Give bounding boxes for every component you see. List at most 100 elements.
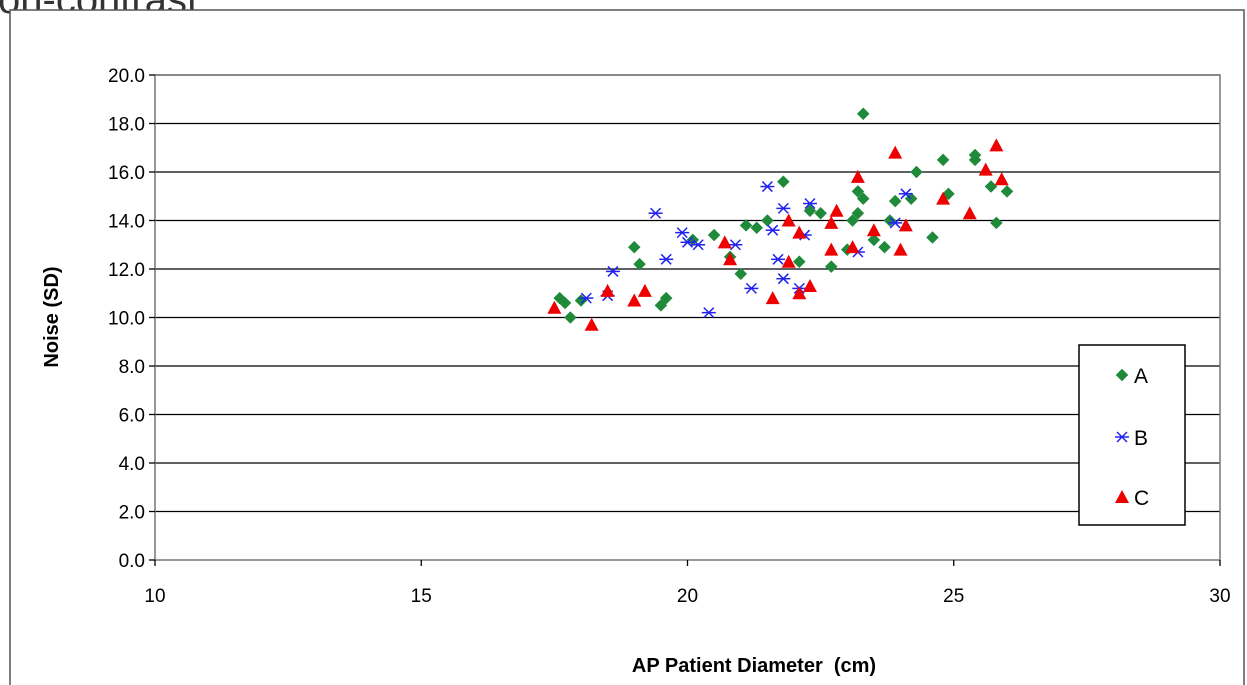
data-point-c: [962, 206, 977, 220]
y-axis-title: Noise (SD): [41, 266, 63, 367]
y-axis-ticks: 0.0 2.0 4.0 6.0 8.0 10.0 12.0 14.0 16.0 18.0 20.0: [108, 66, 155, 572]
data-point-a: [803, 204, 817, 218]
data-point-c: [824, 215, 839, 229]
x-tick-label: 15: [411, 586, 432, 607]
data-point-a: [910, 165, 923, 179]
data-point-b: [675, 227, 690, 239]
data-point-a: [776, 175, 790, 189]
data-point-b: [701, 307, 716, 319]
legend-marker-c: [1115, 490, 1129, 503]
y-tick-label: 6.0: [119, 406, 145, 427]
data-point-a: [968, 153, 982, 167]
x-axis-ticks: 10 15 20 25 30: [144, 560, 1231, 607]
data-point-a: [984, 180, 998, 193]
data-point-a: [1000, 185, 1014, 198]
y-tick-label: 2.0: [119, 503, 145, 524]
legend-marker-a: [1115, 368, 1129, 382]
y-tick-label: 20.0: [108, 66, 145, 87]
data-point-c: [994, 172, 1009, 186]
data-point-a: [856, 192, 870, 206]
x-tick-label: 30: [1209, 586, 1230, 607]
chart-outer-frame: [9, 9, 1245, 685]
data-point-c: [637, 283, 652, 297]
data-point-a: [761, 214, 774, 227]
data-point-b: [728, 239, 743, 251]
data-points: [547, 107, 1014, 331]
legend-label-a: A: [1134, 365, 1148, 388]
data-point-c: [717, 235, 732, 249]
legend-label-b: B: [1134, 427, 1148, 450]
data-point-a: [824, 260, 838, 273]
legend-label-c: C: [1134, 487, 1149, 510]
data-point-c: [936, 191, 951, 205]
y-tick-label: 8.0: [119, 357, 145, 378]
data-point-a: [734, 267, 748, 281]
y-tick-label: 14.0: [108, 212, 145, 233]
data-point-a: [627, 240, 641, 254]
data-point-c: [781, 254, 796, 268]
data-point-c: [898, 218, 913, 232]
data-point-c: [723, 252, 738, 266]
data-point-c: [978, 162, 993, 176]
data-point-a: [856, 107, 870, 121]
legend-marker-b: [1115, 431, 1129, 443]
data-point-a: [633, 257, 646, 271]
data-point-c: [765, 291, 780, 305]
data-point-c: [845, 240, 860, 254]
data-point-c: [547, 300, 562, 314]
y-tick-label: 4.0: [119, 454, 145, 475]
data-point-a: [846, 214, 859, 227]
data-point-b: [888, 217, 903, 229]
data-point-c: [888, 145, 903, 159]
data-point-a: [989, 216, 1003, 230]
data-point-a: [851, 206, 865, 220]
data-point-c: [792, 225, 807, 239]
data-point-a: [936, 153, 950, 167]
data-point-b: [802, 197, 817, 210]
data-point-a: [750, 221, 764, 235]
data-point-c: [829, 203, 844, 217]
y-tick-label: 16.0: [108, 163, 145, 184]
data-point-a: [926, 231, 939, 244]
data-point-a: [878, 240, 891, 254]
data-point-c: [792, 286, 807, 300]
data-point-a: [654, 299, 668, 312]
data-point-a: [851, 185, 865, 198]
data-point-b: [898, 188, 913, 200]
data-point-c: [584, 317, 599, 331]
data-point-a: [739, 218, 753, 232]
data-point-b: [579, 292, 594, 304]
data-point-b: [680, 236, 695, 248]
x-axis-title: AP Patient Diameter (cm): [632, 655, 876, 677]
data-point-c: [781, 213, 796, 227]
data-point-a: [814, 206, 827, 220]
data-point-c: [989, 138, 1004, 152]
data-point-b: [765, 224, 780, 236]
data-point-c: [627, 293, 642, 307]
x-tick-label: 25: [943, 586, 964, 607]
data-point-b: [648, 207, 663, 219]
data-point-b: [776, 273, 791, 285]
data-point-c: [600, 283, 615, 297]
legend: A B C: [1078, 344, 1186, 526]
data-point-b: [771, 253, 786, 265]
data-point-a: [888, 194, 902, 208]
y-tick-label: 18.0: [108, 115, 145, 136]
data-point-a: [792, 255, 806, 269]
data-point-c: [850, 169, 865, 183]
data-point-c: [893, 242, 908, 256]
data-point-c: [824, 242, 839, 256]
data-point-a: [867, 233, 881, 247]
data-point-c: [866, 223, 881, 237]
x-tick-label: 10: [144, 586, 165, 607]
y-tick-label: 10.0: [108, 309, 145, 330]
data-point-b: [605, 265, 620, 277]
data-point-b: [691, 239, 706, 251]
legend-box: [1078, 344, 1186, 526]
data-point-b: [659, 253, 674, 265]
data-point-a: [558, 296, 572, 310]
y-tick-label: 0.0: [119, 551, 145, 572]
y-tick-label: 12.0: [108, 260, 145, 281]
x-tick-label: 20: [677, 586, 698, 607]
